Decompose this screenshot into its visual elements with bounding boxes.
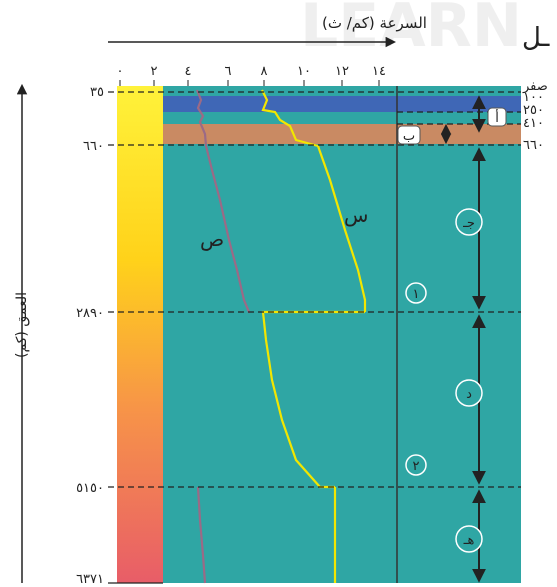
p-wave-label: ص — [200, 227, 224, 251]
speed-tick-10: ١٠ — [297, 64, 311, 79]
speed-tick-4: ٤ — [185, 64, 192, 79]
right-depth-250: ٢٥٠ — [523, 103, 544, 118]
s-wave-label: س — [344, 203, 368, 227]
p-wave-curve — [195, 89, 251, 314]
depth-label-6371: ٦٣٧١ — [76, 572, 104, 587]
p-wave-curve-inner-core — [196, 486, 207, 584]
speed-tick-12: ١٢ — [335, 64, 349, 79]
depth-color-bar — [117, 86, 163, 583]
zone-label-d-text: د — [466, 387, 472, 402]
speed-tick-8: ٨ — [261, 64, 268, 79]
boundary-marker-2-label: ٢ — [413, 459, 420, 474]
s-wave-curve — [261, 89, 367, 312]
boundary-marker-2: ٢ — [405, 454, 427, 476]
right-depth-0: صفر — [522, 79, 548, 94]
corner-text: ـل — [522, 23, 550, 53]
speed-tick-14: ١٤ — [372, 64, 386, 79]
speed-axis-title: السرعة (كم/ ث) — [322, 14, 427, 32]
right-depth-660: ٦٦٠ — [523, 138, 544, 153]
zone-label-c: جـ — [455, 208, 483, 236]
zone-label-e-text: هـ — [463, 533, 475, 548]
speed-tick-6: ٦ — [225, 64, 232, 79]
speed-tick-2: ٢ — [151, 64, 158, 79]
orange-band — [163, 124, 521, 144]
zone-label-b: ب — [397, 125, 421, 145]
boundary-marker-1-label: ١ — [413, 287, 420, 302]
zone-label-e: هـ — [455, 525, 483, 553]
watermark: LEARN — [300, 0, 522, 61]
depth-label-2890: ٢٨٩٠ — [76, 306, 104, 321]
zone-label-a: أ — [487, 107, 507, 127]
speed-tick-0: ٠ — [117, 64, 124, 79]
depth-axis-title: العمق (كم) — [14, 292, 30, 358]
blue-band — [163, 96, 521, 112]
speed-tick-labels: ٠ ٢ ٤ ٦ ٨ ١٠ ١٢ ١٤ — [117, 64, 386, 79]
s-wave-curve-outer-core — [261, 310, 365, 489]
depth-label-35: ٣٥ — [90, 85, 104, 100]
boundary-marker-1: ١ — [405, 282, 427, 304]
depth-label-5150: ٥١٥٠ — [76, 481, 104, 496]
zone-label-a-text: أ — [495, 109, 499, 126]
zone-label-b-text: ب — [403, 129, 415, 144]
right-depth-410: ٤١٠ — [523, 116, 544, 131]
right-depth-100: ١٠٠ — [523, 90, 544, 105]
right-depth-labels: صفر ١٠٠ ٢٥٠ ٤١٠ ٦٦٠ — [522, 79, 548, 153]
earth-layers-panel — [163, 86, 521, 583]
zone-label-c-text: جـ — [462, 216, 475, 231]
depth-label-660: ٦٦٠ — [83, 139, 104, 154]
zone-label-d: د — [455, 379, 483, 407]
